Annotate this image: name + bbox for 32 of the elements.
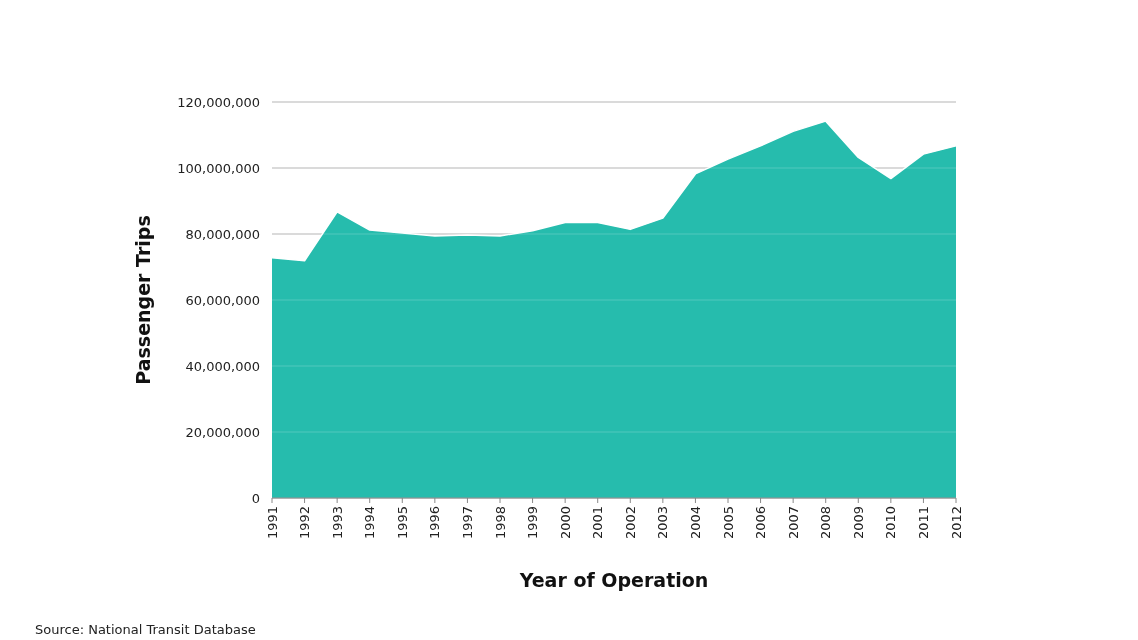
y-tick-label: 20,000,000 xyxy=(185,424,260,440)
x-tick-label: 2012 xyxy=(948,506,964,540)
x-tick-label: 1997 xyxy=(459,506,475,540)
x-tick-label: 1999 xyxy=(525,506,541,540)
y-tick-label: 60,000,000 xyxy=(185,292,260,308)
y-tick-label: 100,000,000 xyxy=(177,160,260,176)
x-tick-label: 2008 xyxy=(818,506,834,540)
x-tick-label: 2007 xyxy=(785,506,801,540)
x-tick-label: 2003 xyxy=(655,506,671,540)
x-tick-label: 1993 xyxy=(329,506,345,540)
x-tick-label: 2002 xyxy=(622,506,638,540)
x-tick-label: 1996 xyxy=(427,506,443,540)
x-tick-label: 1991 xyxy=(264,506,280,540)
x-tick-label: 2011 xyxy=(915,506,931,540)
y-axis-title: Passenger Trips xyxy=(132,215,154,385)
y-tick-label: 0 xyxy=(251,490,260,506)
y-tick-label: 120,000,000 xyxy=(177,94,260,110)
x-tick-label: 1995 xyxy=(394,506,410,540)
y-tick-label: 40,000,000 xyxy=(185,358,260,374)
x-tick-label: 2006 xyxy=(753,506,769,540)
x-tick-label: 2009 xyxy=(850,506,866,540)
x-axis-title: Year of Operation xyxy=(518,569,709,591)
x-tick-label: 2000 xyxy=(557,506,573,540)
x-tick-label: 1992 xyxy=(297,506,313,540)
x-tick-label: 2004 xyxy=(687,506,703,540)
x-tick-label: 2001 xyxy=(590,506,606,540)
y-tick-label: 80,000,000 xyxy=(185,226,260,242)
x-tick-label: 2010 xyxy=(883,506,899,540)
x-tick-label: 1994 xyxy=(362,506,378,540)
x-tick-label: 1998 xyxy=(492,506,508,540)
x-tick-label: 2005 xyxy=(720,506,736,540)
source-note: Source: National Transit Database xyxy=(35,622,256,637)
